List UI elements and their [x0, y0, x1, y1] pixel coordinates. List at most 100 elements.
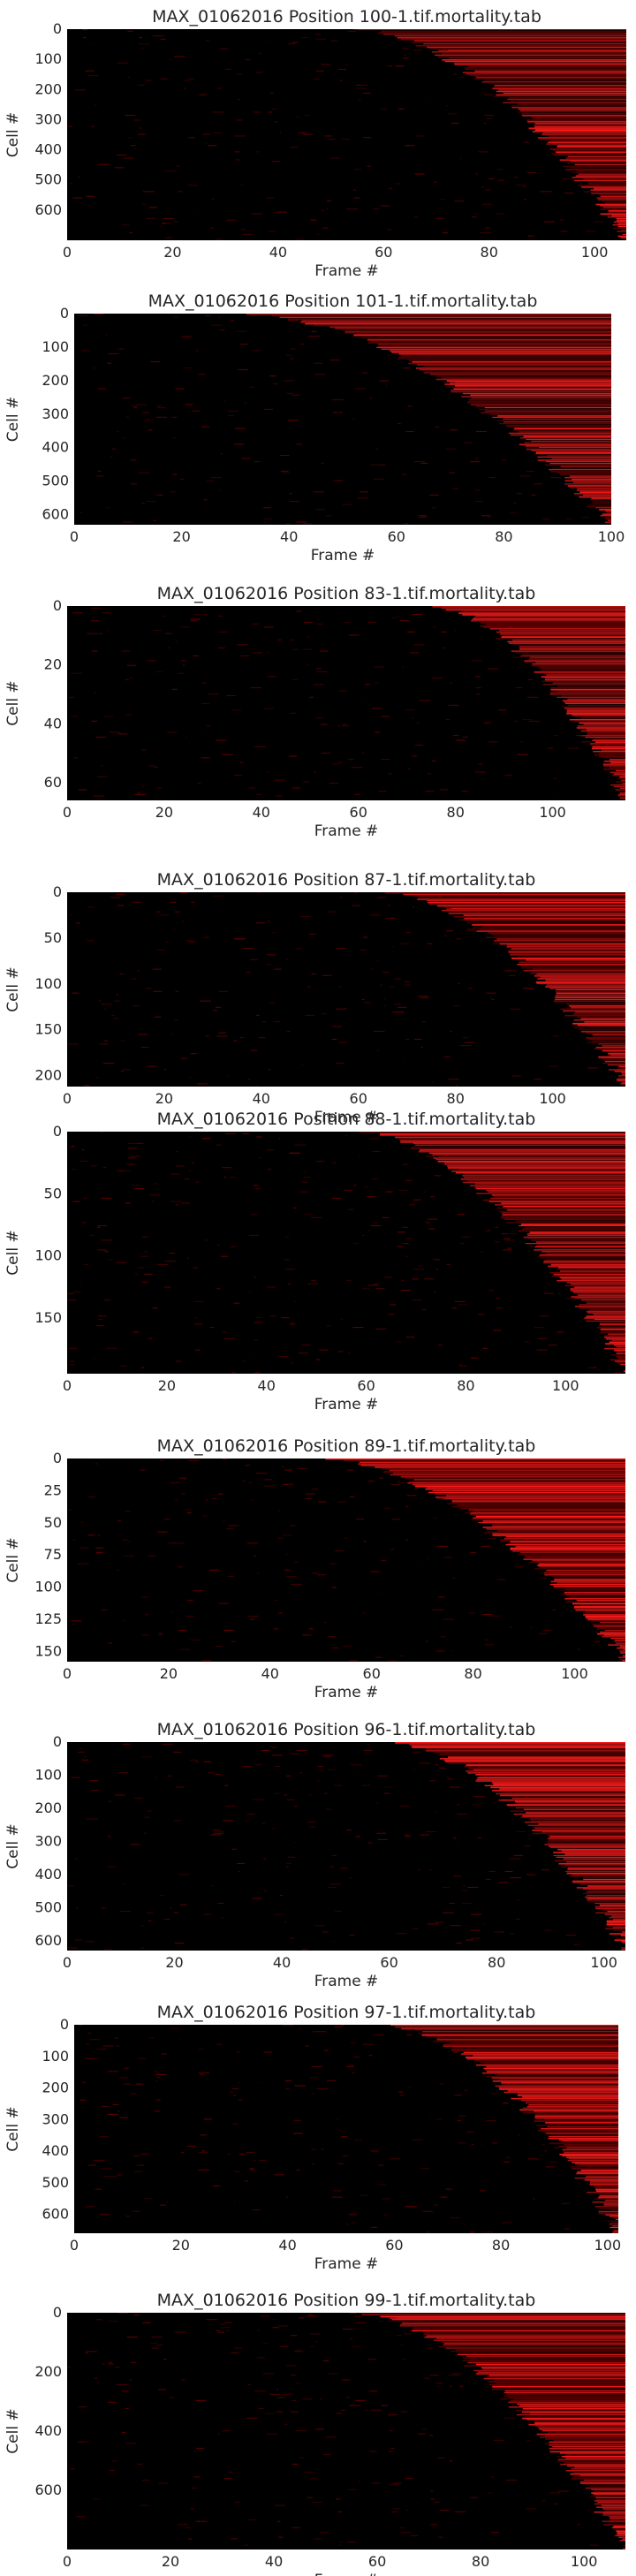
signal-speckle	[236, 119, 243, 121]
signal-speckle	[359, 99, 361, 101]
signal-speckle	[367, 1842, 373, 1844]
signal-speckle	[292, 2399, 297, 2402]
signal-speckle	[429, 2117, 431, 2118]
signal-speckle	[450, 123, 459, 125]
cell-death-row	[504, 2391, 625, 2394]
cell-death-row	[508, 97, 626, 99]
signal-speckle	[445, 2188, 453, 2190]
signal-speckle	[368, 2390, 378, 2392]
cell-death-row	[487, 2375, 625, 2377]
cell-death-row	[607, 1064, 625, 1066]
cell-death-row	[566, 1590, 625, 1592]
signal-speckle	[80, 350, 90, 352]
signal-speckle	[294, 2085, 307, 2087]
signal-speckle	[191, 2487, 199, 2489]
cell-death-row	[526, 448, 611, 451]
signal-speckle	[377, 1838, 388, 1840]
signal-speckle	[144, 1832, 147, 1834]
cell-death-row	[488, 2375, 625, 2376]
signal-speckle	[355, 2322, 366, 2323]
signal-speckle	[97, 1226, 101, 1228]
cell-death-row	[556, 989, 625, 991]
signal-speckle	[275, 211, 287, 213]
cell-death-row	[616, 769, 625, 772]
signal-speckle	[306, 664, 309, 666]
cell-death-row	[618, 793, 625, 796]
cell-death-row	[529, 1231, 625, 1234]
cell-death-row	[531, 116, 626, 118]
signal-speckle	[254, 111, 261, 113]
signal-speckle	[211, 1885, 215, 1887]
signal-speckle	[282, 2025, 294, 2027]
signal-speckle	[206, 1499, 208, 1501]
cell-death-row	[556, 1280, 625, 1282]
signal-speckle	[288, 1856, 295, 1858]
signal-speckle	[489, 1615, 502, 1617]
signal-speckle	[322, 1931, 329, 1933]
cell-death-row	[564, 2462, 625, 2464]
cell-death-row	[413, 1142, 625, 1145]
cell-death-row	[485, 936, 625, 939]
signal-speckle	[104, 1008, 106, 1010]
signal-speckle	[435, 1921, 444, 1923]
signal-speckle	[330, 40, 338, 42]
cell-death-row	[512, 429, 611, 431]
cell-death-row	[572, 1291, 625, 1293]
signal-speckle	[440, 199, 445, 201]
signal-speckle	[496, 213, 504, 215]
cell-death-row	[517, 2403, 625, 2406]
cell-death-row	[527, 1233, 625, 1235]
cell-death-row	[600, 208, 626, 210]
signal-speckle	[274, 968, 282, 970]
cell-death-row	[541, 668, 625, 670]
cell-death-row	[522, 2411, 625, 2413]
signal-speckle	[71, 1620, 82, 1622]
cell-death-row	[615, 2218, 618, 2221]
signal-speckle	[166, 2201, 169, 2203]
cell-death-row	[620, 1934, 625, 1936]
signal-speckle	[137, 970, 140, 972]
cell-death-row	[572, 1602, 625, 1605]
signal-speckle	[180, 478, 184, 480]
signal-speckle	[538, 1572, 549, 1574]
signal-speckle	[148, 2037, 155, 2039]
signal-speckle	[249, 386, 255, 388]
signal-speckle	[155, 671, 163, 673]
cell-death-row	[566, 712, 625, 715]
signal-speckle	[175, 1499, 178, 1501]
signal-speckle	[556, 2455, 561, 2457]
signal-speckle	[387, 773, 392, 775]
signal-speckle	[581, 517, 590, 519]
signal-speckle	[286, 392, 293, 394]
signal-speckle	[231, 1640, 236, 1642]
signal-speckle	[481, 186, 484, 187]
cell-death-row	[605, 2214, 618, 2216]
signal-speckle	[257, 2407, 264, 2409]
cell-death-row	[501, 2081, 618, 2084]
cell-death-row	[510, 2399, 625, 2402]
signal-speckle	[439, 789, 448, 791]
cell-death-row	[617, 223, 626, 224]
signal-speckle	[100, 1197, 112, 1199]
cell-death-row	[531, 664, 625, 667]
signal-speckle	[87, 1534, 95, 1536]
signal-speckle	[125, 714, 132, 716]
signal-speckle	[470, 1929, 481, 1931]
cell-death-row	[622, 2538, 625, 2541]
signal-speckle	[348, 634, 360, 636]
signal-speckle	[405, 1505, 409, 1507]
x-tick-label: 20	[165, 1954, 183, 1971]
cell-death-row	[549, 692, 625, 693]
signal-speckle	[304, 1214, 314, 1216]
signal-speckle	[382, 1216, 390, 1218]
cell-death-row	[613, 773, 625, 776]
signal-speckle	[327, 911, 337, 913]
signal-speckle	[122, 1620, 124, 1622]
cell-death-row	[577, 1024, 625, 1027]
signal-speckle	[294, 1842, 296, 1844]
cell-death-row	[541, 1830, 625, 1833]
signal-speckle	[367, 622, 377, 624]
cell-death-row	[586, 1320, 625, 1322]
cell-death-row	[461, 610, 625, 613]
signal-speckle	[154, 797, 156, 799]
